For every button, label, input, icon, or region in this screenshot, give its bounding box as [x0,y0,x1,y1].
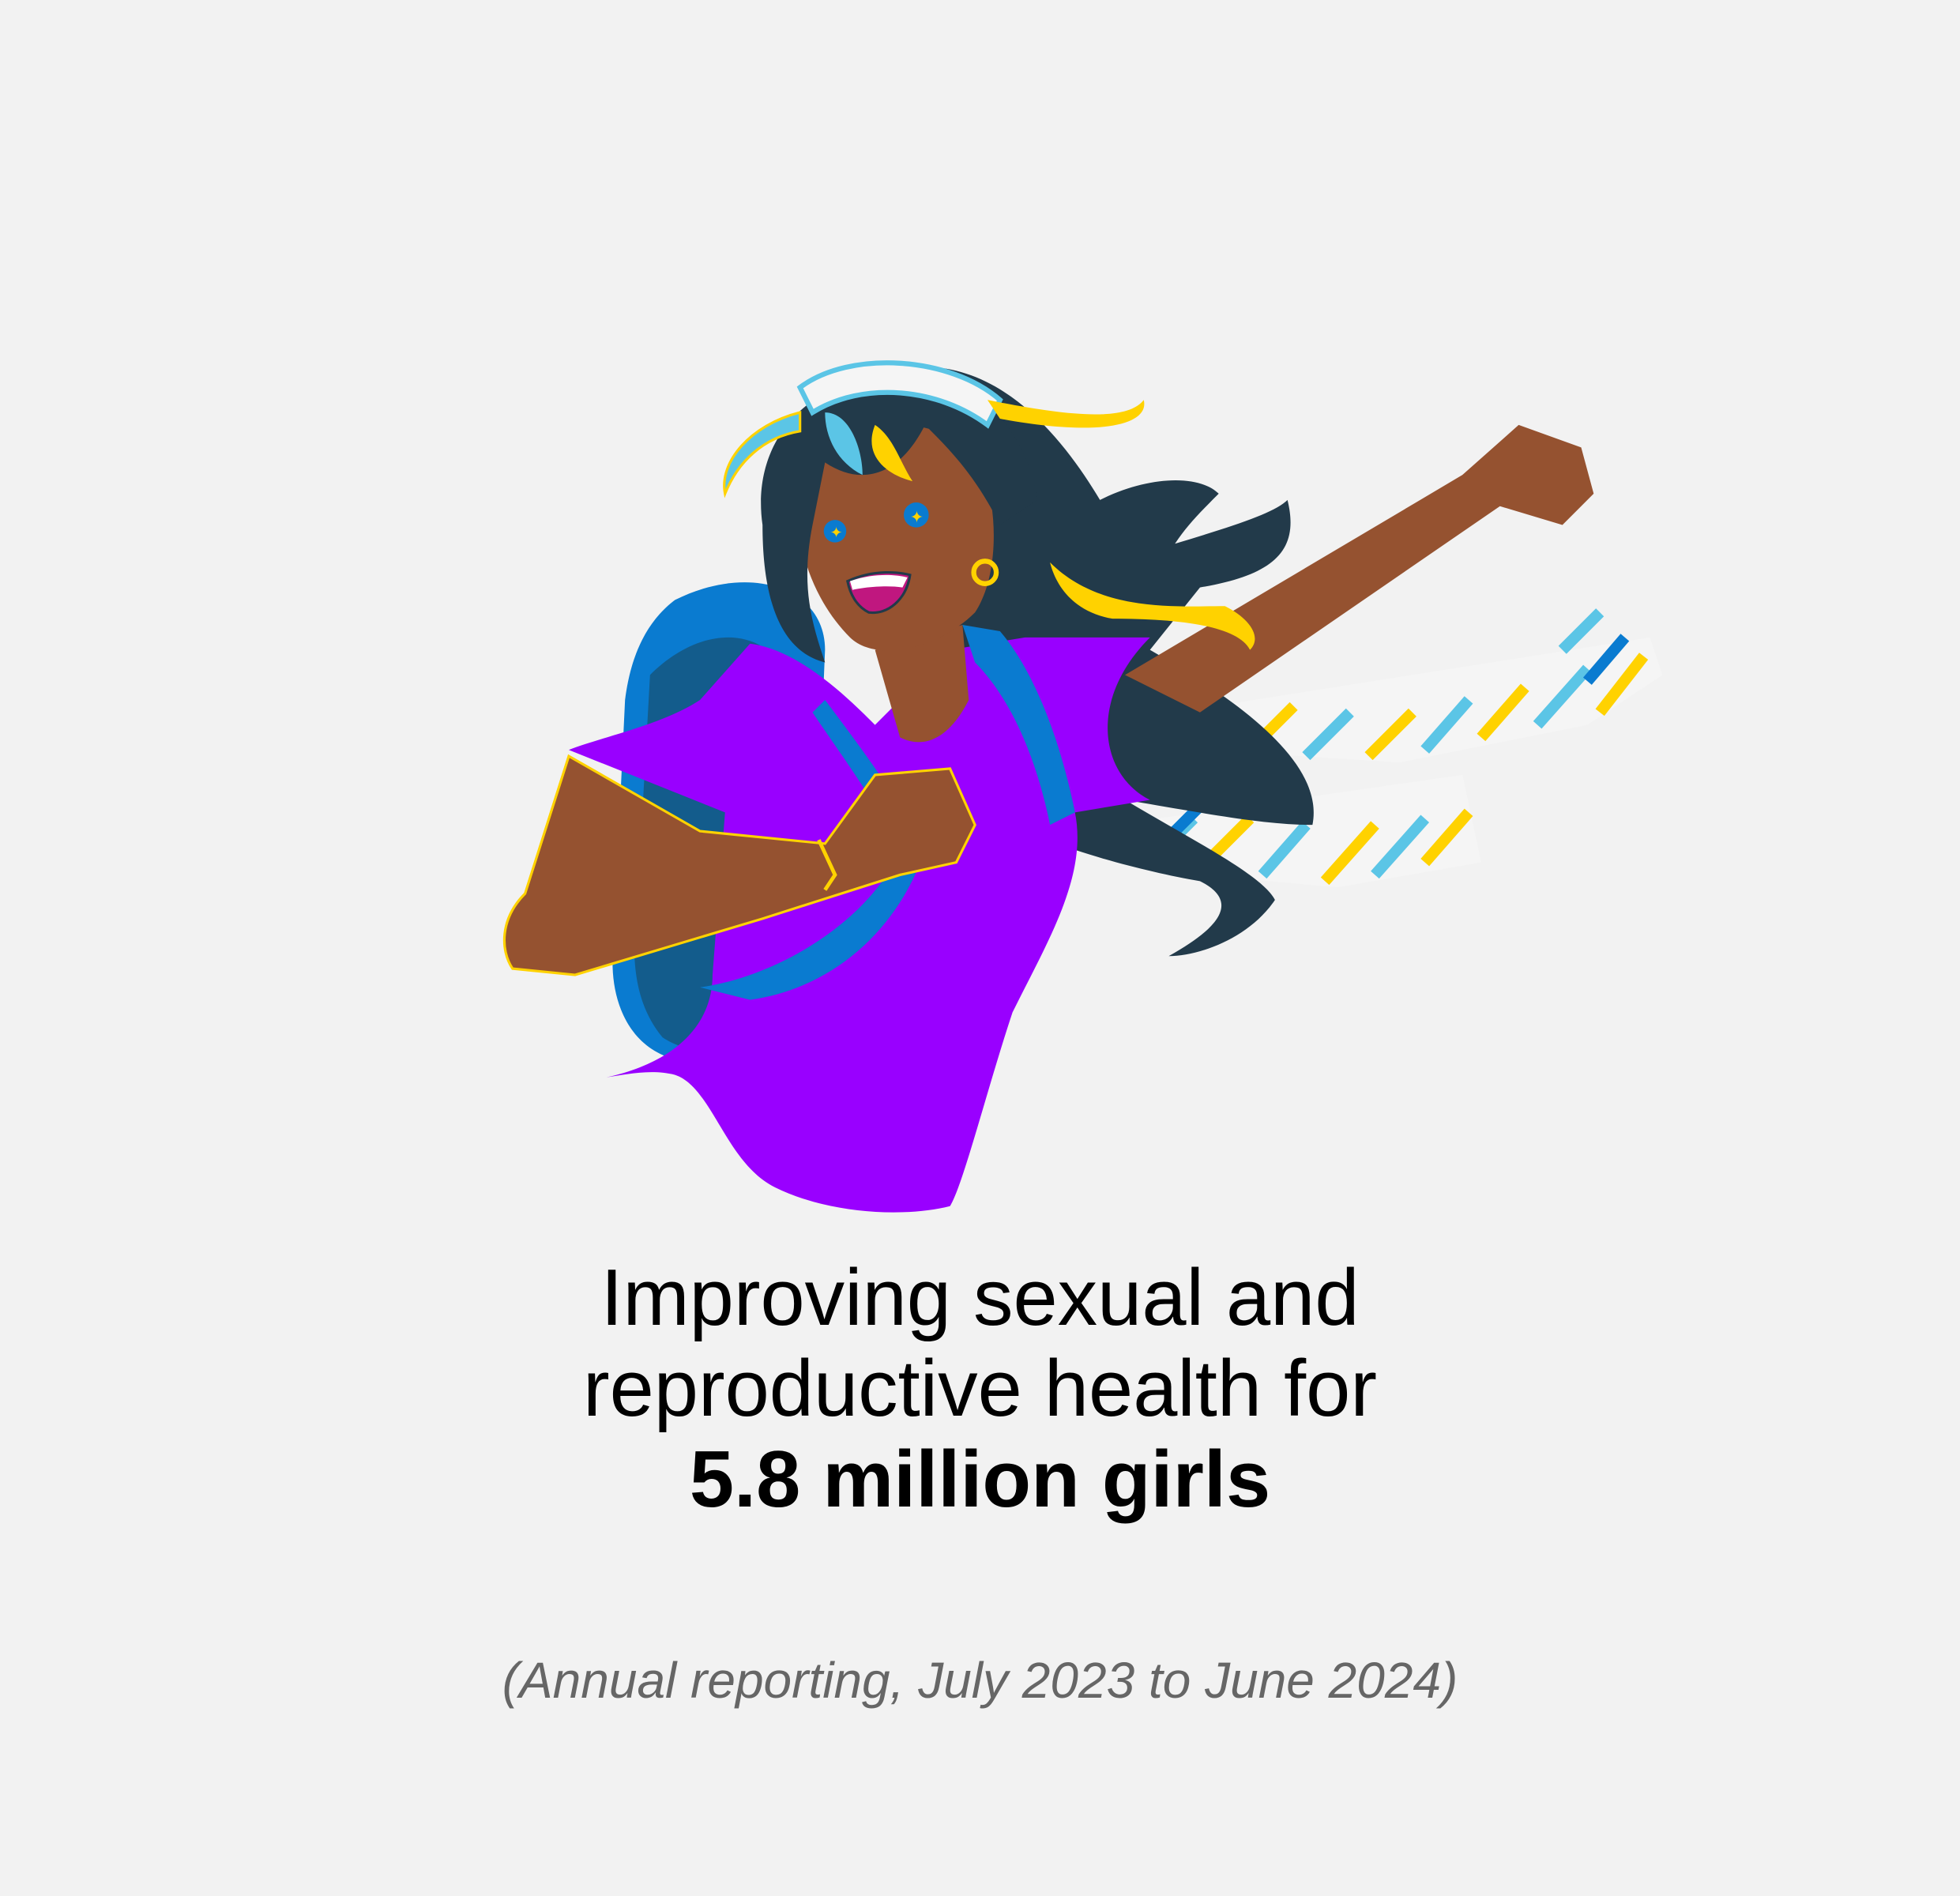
earring [971,559,999,586]
hair-front [761,374,1038,663]
headline-line-2: reproductive health for [583,1345,1377,1433]
right-eye [903,502,929,528]
headline-line-1: Improving sexual and [600,1254,1360,1342]
svg-text:✦: ✦ [910,508,924,526]
lower-arm [502,754,976,976]
face [796,423,994,651]
backpack-strap [700,699,925,1000]
svg-text:✦: ✦ [830,525,843,541]
headline-highlight: 5.8 million girls [689,1435,1271,1524]
reporting-period-subtitle: (Annual reporting, July 2023 to June 202… [502,1652,1458,1709]
left-eye [823,520,847,543]
headband [796,360,1003,429]
